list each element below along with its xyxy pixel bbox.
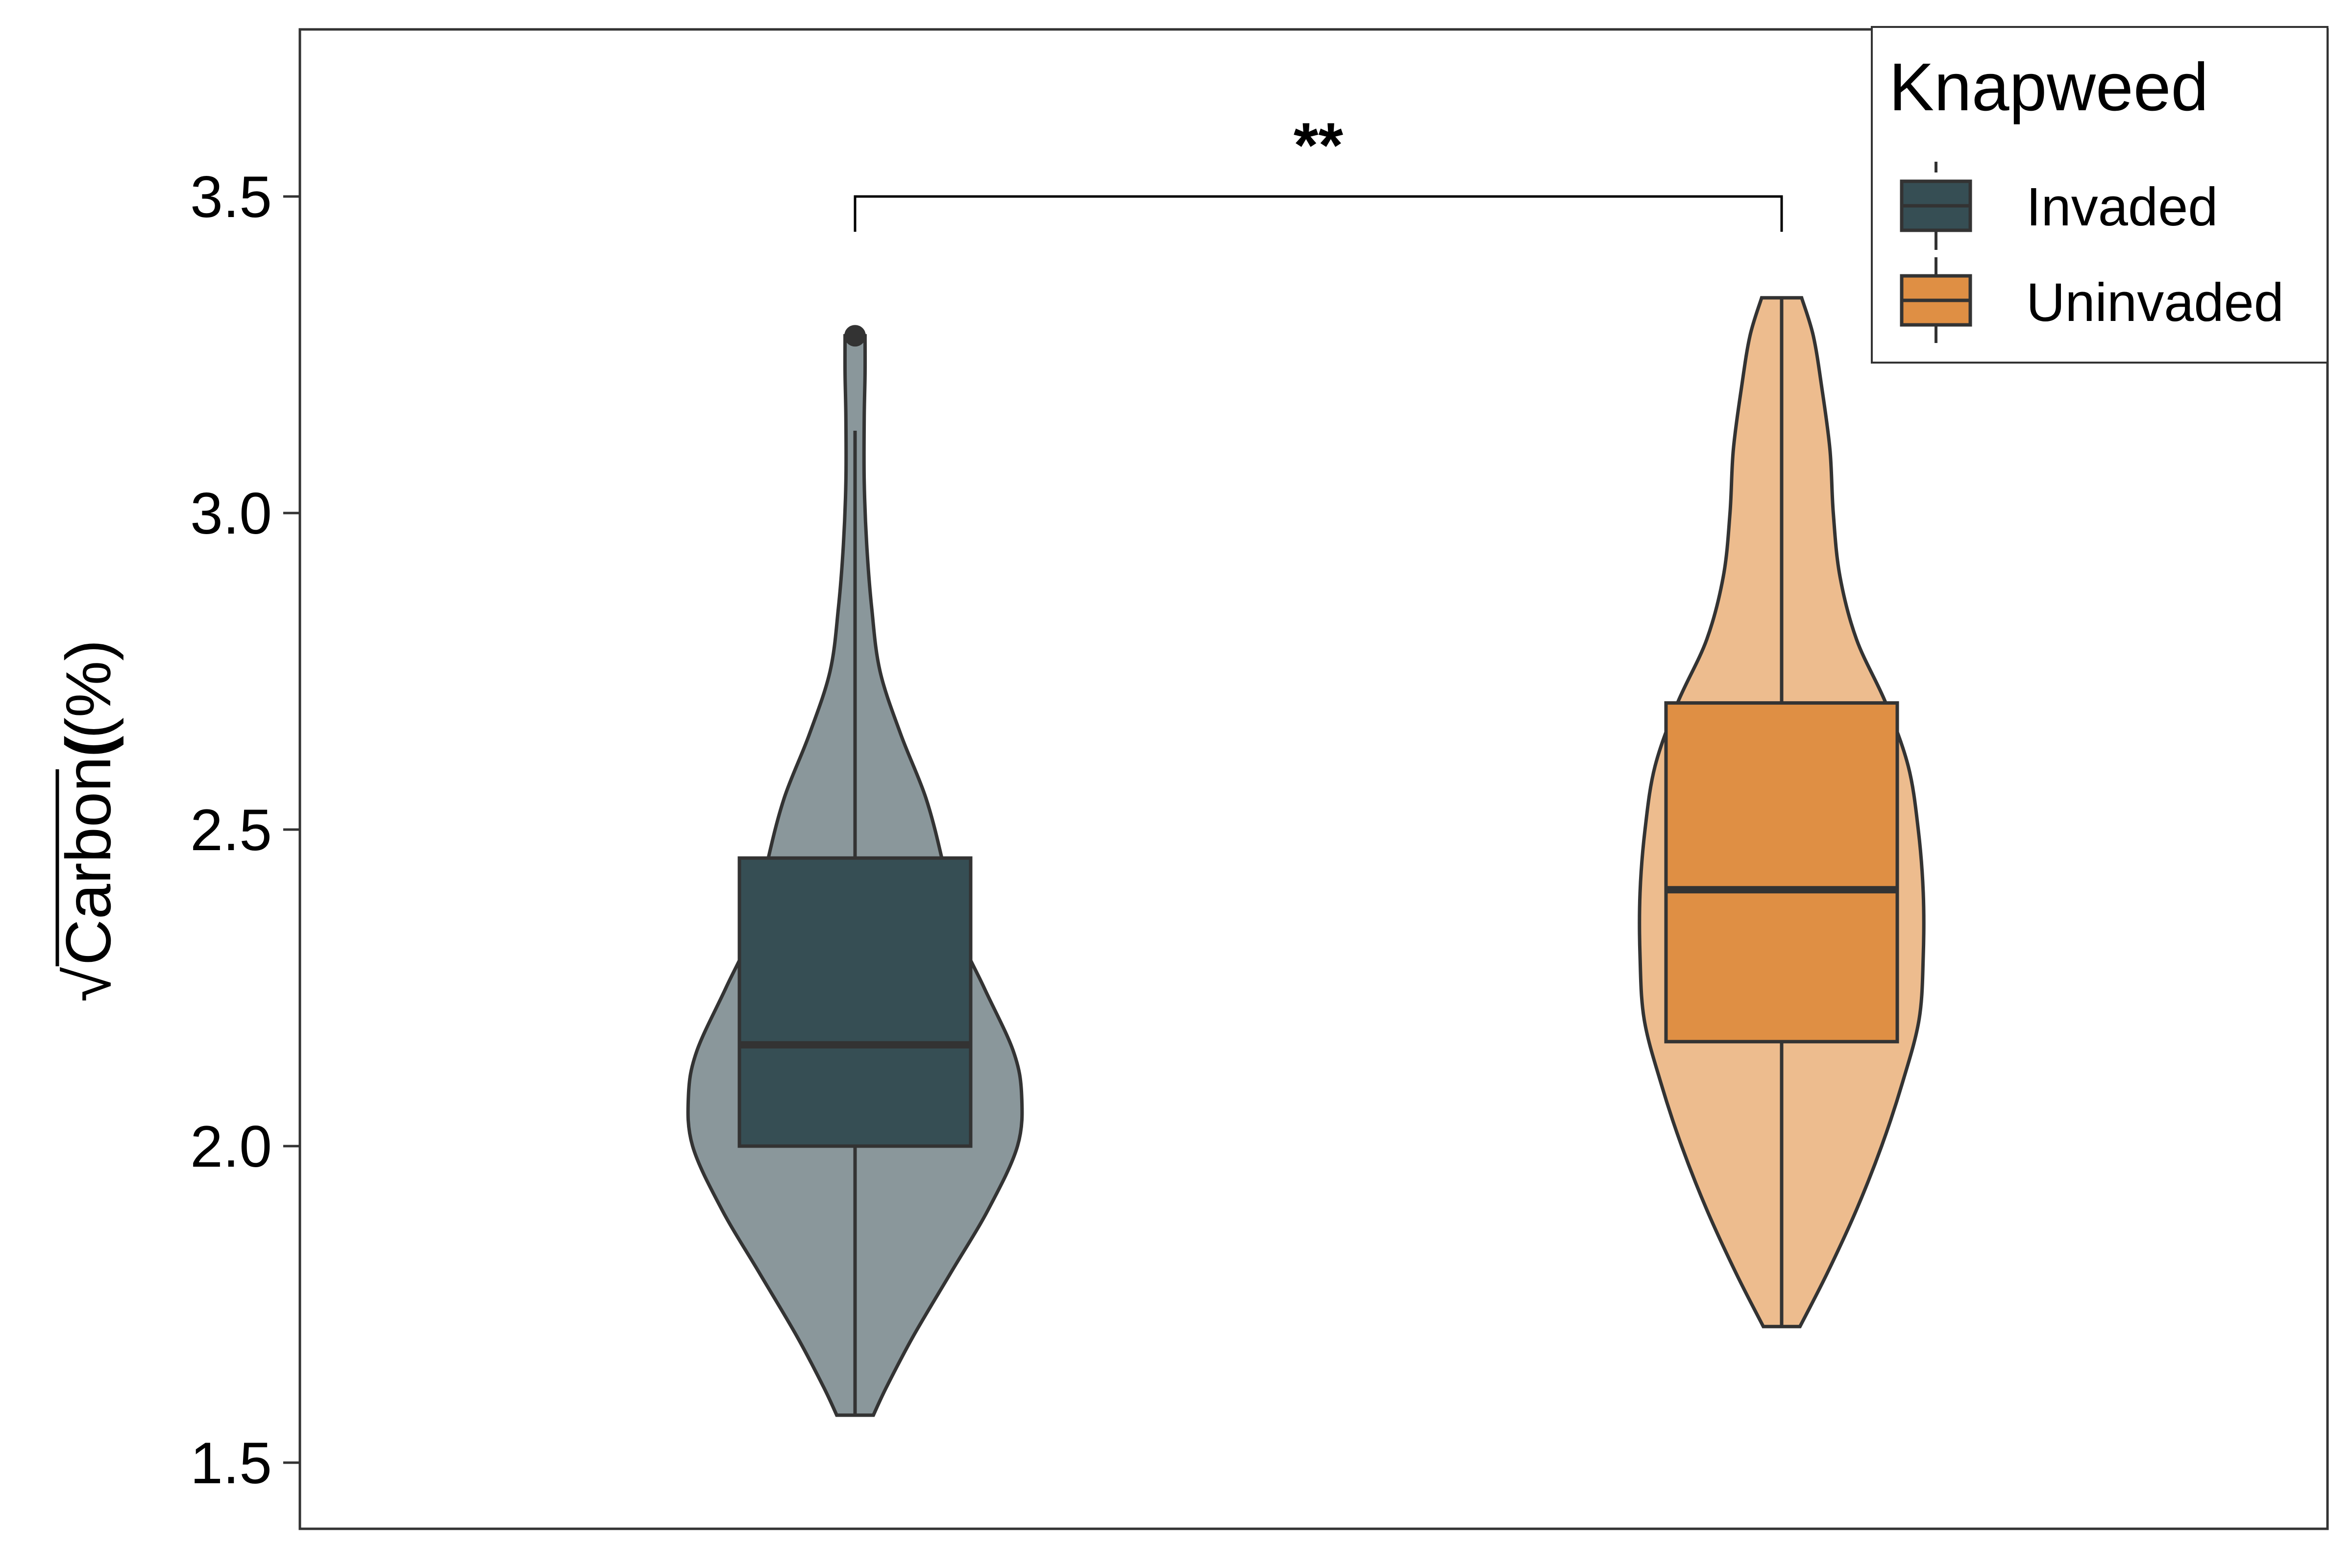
box-uninvaded <box>1664 701 1899 1044</box>
box-invaded <box>737 856 973 1148</box>
significance-label: ** <box>1294 109 1344 181</box>
significance-bracket: ** <box>854 109 1783 232</box>
series-invaded <box>686 325 1024 1417</box>
outlier-invaded <box>844 325 866 347</box>
y-axis-title-text: Carbon (%) <box>52 639 124 965</box>
y-tick-label: 2.0 <box>190 1114 272 1179</box>
y-tick-label: 2.5 <box>190 797 272 863</box>
significance-bracket-line <box>854 195 1783 232</box>
legend: Knapweed Invaded Uninvaded <box>1871 26 2328 364</box>
y-axis: 1.5 2.0 2.5 3.0 3.5 <box>190 164 300 1496</box>
y-axis-title: √ Carbon (%) ( <box>52 639 124 1002</box>
y-axis-radical: √ <box>52 967 124 1002</box>
y-tick-label: 3.0 <box>190 481 272 546</box>
legend-label-invaded: Invaded <box>2026 177 2218 237</box>
legend-title: Knapweed <box>1889 49 2208 125</box>
y-tick-label: 1.5 <box>190 1430 272 1496</box>
series-uninvaded <box>1638 296 1926 1328</box>
legend-label-uninvaded: Uninvaded <box>2026 272 2284 333</box>
y-axis-open-paren: ( <box>52 735 124 757</box>
y-tick-label: 3.5 <box>190 164 272 230</box>
